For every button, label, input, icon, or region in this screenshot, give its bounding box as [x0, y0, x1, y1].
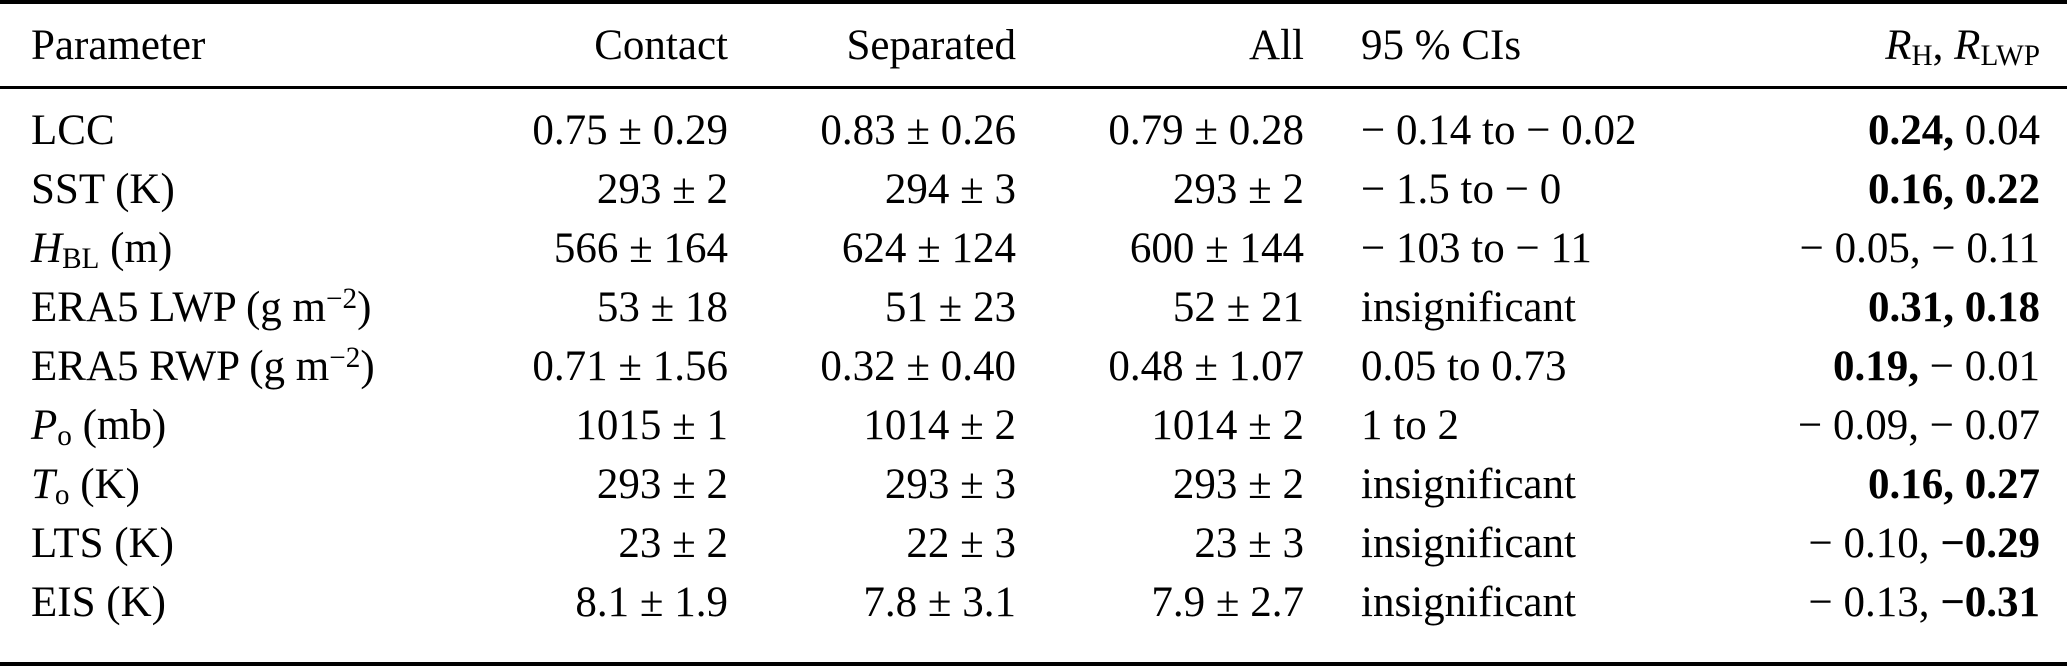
correlation-cell: 0.31, 0.18 [1868, 284, 2040, 331]
contact-cell: 0.75 ± 0.29 [532, 107, 728, 154]
parameter-cell: ERA5 RWP (g m−2) [31, 341, 375, 390]
ci-cell: − 0.14 to − 0.02 [1361, 107, 1637, 154]
table-row: SST (K) 293 ± 2 294 ± 3 293 ± 2 − 1.5 to − 0… [0, 160, 2067, 219]
contact-cell: 0.71 ± 1.56 [532, 343, 728, 390]
table-row: LTS (K) 23 ± 2 22 ± 3 23 ± 3 insignificant − … [0, 514, 2067, 573]
all-cell: 293 ± 2 [1172, 461, 1304, 508]
contact-cell: 53 ± 18 [596, 284, 728, 331]
ci-cell: insignificant [1361, 284, 1576, 331]
parameter-cell: EIS (K) [31, 579, 166, 626]
correlation-cell: 0.16, 0.22 [1868, 166, 2040, 213]
ci-cell: insignificant [1361, 579, 1576, 626]
correlation-cell: − 0.09, − 0.07 [1797, 402, 2040, 449]
separated-cell: 0.83 ± 0.26 [820, 107, 1016, 154]
table-row: ERA5 RWP (g m−2) 0.71 ± 1.56 0.32 ± 0.40 0.… [0, 337, 2067, 396]
correlation-cell: 0.24, 0.04 [1868, 107, 2040, 154]
separated-cell: 293 ± 3 [884, 461, 1016, 508]
ci-cell: insignificant [1361, 520, 1576, 567]
parameter-cell: LTS (K) [31, 520, 174, 567]
header-95-percent-cis: 95 % CIs [1304, 2, 1749, 89]
all-cell: 52 ± 21 [1172, 284, 1304, 331]
contact-cell: 23 ± 2 [618, 520, 728, 567]
header-rh-rlwp: RH, RLWP [1749, 2, 2067, 89]
all-cell: 293 ± 2 [1172, 166, 1304, 213]
contact-cell: 293 ± 2 [596, 461, 728, 508]
parameter-cell: To (K) [31, 461, 140, 512]
header-separated: Separated [728, 2, 1016, 89]
table-row: HBL (m) 566 ± 164 624 ± 124 600 ± 144 − 103 … [0, 219, 2067, 278]
ci-cell: 0.05 to 0.73 [1361, 343, 1567, 390]
contact-cell: 1015 ± 1 [575, 402, 728, 449]
contact-cell: 566 ± 164 [553, 225, 728, 272]
parameter-cell: ERA5 LWP (g m−2) [31, 282, 372, 331]
parameter-cell: Po (mb) [31, 402, 167, 453]
table-body: LCC 0.75 ± 0.29 0.83 ± 0.26 0.79 ± 0.28 − 0.… [0, 88, 2067, 665]
correlation-cell: − 0.05, − 0.11 [1799, 225, 2040, 272]
header-parameter: Parameter [0, 2, 510, 89]
contact-cell: 293 ± 2 [596, 166, 728, 213]
all-cell: 0.48 ± 1.07 [1108, 343, 1304, 390]
ci-cell: 1 to 2 [1361, 402, 1459, 449]
all-cell: 600 ± 144 [1129, 225, 1304, 272]
table-row: Po (mb) 1015 ± 1 1014 ± 2 1014 ± 2 1 to 2 − 0… [0, 396, 2067, 455]
correlation-cell: 0.16, 0.27 [1868, 461, 2040, 508]
table-row: ERA5 LWP (g m−2) 53 ± 18 51 ± 23 52 ± 21 ins… [0, 278, 2067, 337]
table-row: To (K) 293 ± 2 293 ± 3 293 ± 2 insignificant… [0, 455, 2067, 514]
separated-cell: 51 ± 23 [884, 284, 1016, 331]
all-cell: 23 ± 3 [1194, 520, 1304, 567]
correlation-cell: − 0.10, −0.29 [1808, 520, 2040, 567]
separated-cell: 0.32 ± 0.40 [820, 343, 1016, 390]
table-header: Parameter Contact Separated All 95 % CIs… [0, 2, 2067, 89]
header-contact: Contact [510, 2, 728, 89]
parameter-cell: SST (K) [31, 166, 175, 213]
ci-cell: insignificant [1361, 461, 1576, 508]
header-row: Parameter Contact Separated All 95 % CIs… [0, 2, 2067, 89]
separated-cell: 624 ± 124 [841, 225, 1016, 272]
all-cell: 7.9 ± 2.7 [1151, 579, 1304, 626]
header-all: All [1016, 2, 1304, 89]
ci-cell: − 103 to − 11 [1361, 225, 1592, 272]
all-cell: 1014 ± 2 [1151, 402, 1304, 449]
contact-cell: 8.1 ± 1.9 [575, 579, 728, 626]
correlation-cell: − 0.13, −0.31 [1808, 579, 2040, 626]
separated-cell: 1014 ± 2 [863, 402, 1016, 449]
correlation-cell: 0.19, − 0.01 [1832, 343, 2040, 390]
separated-cell: 294 ± 3 [884, 166, 1016, 213]
parameter-cell: LCC [31, 107, 115, 154]
all-cell: 0.79 ± 0.28 [1108, 107, 1304, 154]
parameter-cell: HBL (m) [31, 225, 173, 276]
separated-cell: 22 ± 3 [906, 520, 1016, 567]
ci-cell: − 1.5 to − 0 [1361, 166, 1562, 213]
separated-cell: 7.8 ± 3.1 [863, 579, 1016, 626]
table-row: EIS (K) 8.1 ± 1.9 7.8 ± 3.1 7.9 ± 2.7 insign… [0, 573, 2067, 664]
table-row: LCC 0.75 ± 0.29 0.83 ± 0.26 0.79 ± 0.28 − 0.… [0, 88, 2067, 161]
